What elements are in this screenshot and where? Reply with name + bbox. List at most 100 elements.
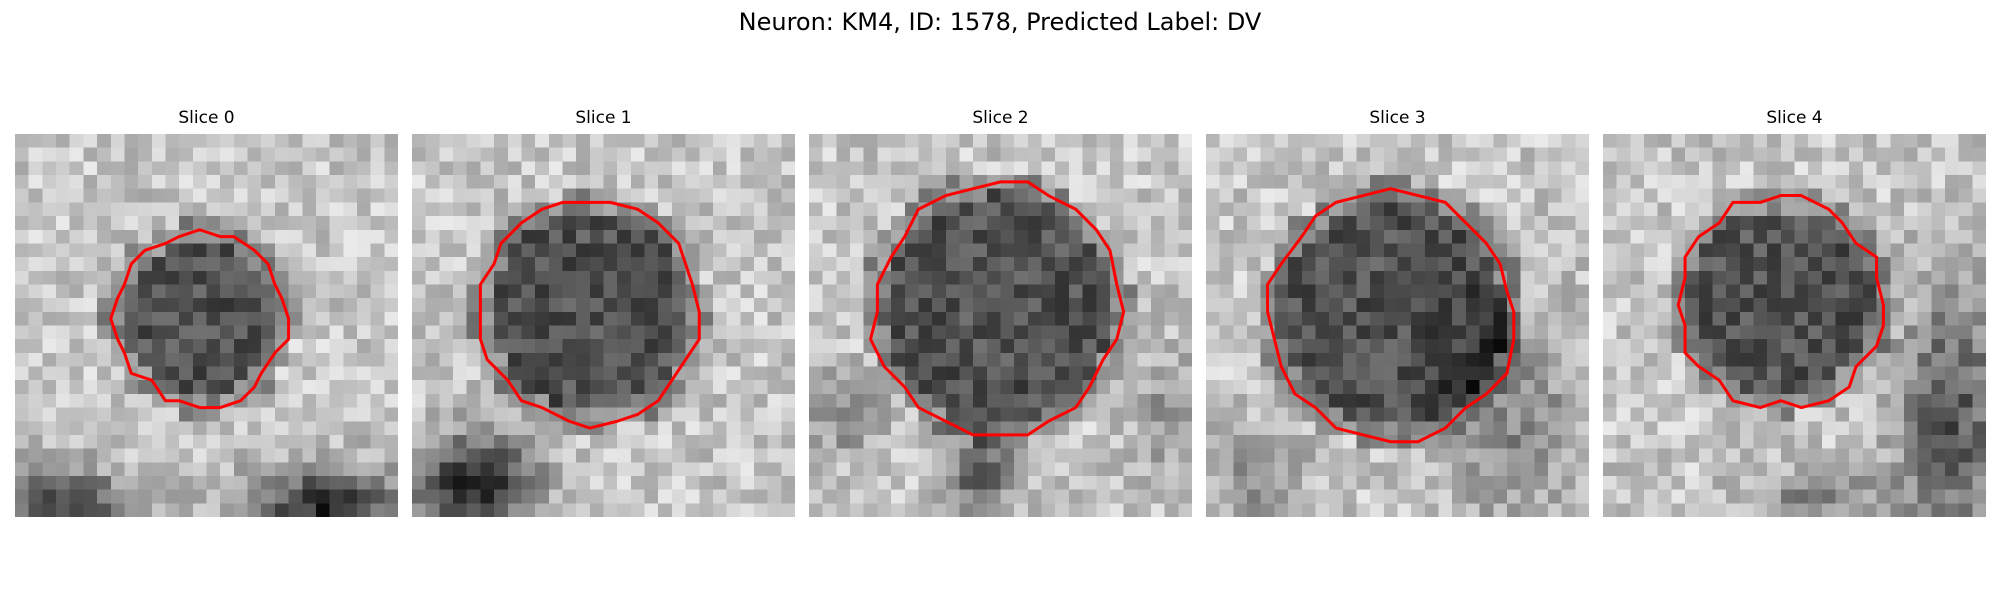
pixel [1465,489,1480,504]
pixel [1630,311,1645,326]
pixel [836,489,851,504]
pixel [15,311,29,326]
pixel [1753,147,1768,162]
pixel [1712,229,1727,244]
pixel [1260,243,1275,258]
pixel [1835,366,1850,381]
pixel [1014,352,1029,367]
pixel [1178,311,1192,326]
pixel [412,311,426,326]
pixel [699,284,714,299]
pixel [206,407,221,422]
pixel [1356,147,1371,162]
pixel [1082,257,1097,272]
pixel [274,503,289,517]
pixel [712,298,727,313]
pixel [1808,366,1823,381]
pixel [480,380,495,395]
pixel [1465,243,1480,258]
pixel [1356,366,1371,381]
pixel [1671,434,1686,449]
pixel [1356,298,1371,313]
pixel [1438,257,1453,272]
pixel [1821,257,1836,272]
pixel [809,489,823,504]
pixel [1055,325,1070,340]
pixel [1465,366,1480,381]
pixel [453,380,467,395]
pixel [1055,475,1070,490]
pixel [589,352,604,367]
pixel [576,366,591,381]
pixel [1685,134,1700,148]
pixel [425,380,440,395]
pixel [1000,161,1015,176]
pixel [1547,175,1562,189]
pixel [548,325,563,340]
pixel [1452,134,1467,148]
pixel [617,161,632,176]
pixel [453,270,467,285]
pixel [1000,366,1015,381]
pixel [151,229,166,244]
pixel [1247,243,1261,258]
pixel [315,202,330,217]
pixel [151,175,166,189]
pixel [1329,407,1344,422]
pixel [1465,421,1480,436]
pixel [83,134,98,148]
pixel [1726,134,1741,148]
pixel [986,434,1001,449]
pixel [1137,257,1152,272]
pixel [740,202,755,217]
pixel [699,257,714,272]
pixel [809,298,823,313]
pixel [1370,421,1385,436]
pixel [466,407,481,422]
pixel [603,134,618,148]
pixel [1876,229,1891,244]
pixel [302,147,317,162]
pixel [1027,311,1042,326]
pixel [179,421,194,436]
pixel [288,257,303,272]
pixel [1178,147,1192,162]
pixel [1944,503,1959,517]
pixel [1862,393,1877,408]
pixel [685,380,700,395]
pixel [261,325,276,340]
pixel [1315,134,1330,148]
pixel [850,380,864,395]
pixel [1342,147,1357,162]
pixel [1411,270,1426,285]
pixel [1547,380,1562,395]
pixel [1164,352,1179,367]
pixel [1288,284,1303,299]
pixel [453,325,467,340]
pixel [809,216,823,231]
pixel [850,257,864,272]
pixel [630,448,645,463]
pixel [1137,407,1152,422]
pixel [83,284,98,299]
pixel [685,243,700,258]
pixel [1137,134,1152,148]
pixel [753,243,768,258]
pixel [1219,202,1234,217]
pixel [1479,503,1494,517]
pixel [1233,325,1248,340]
pixel [1150,257,1165,272]
pixel [685,161,700,176]
pixel [699,188,714,203]
pixel [1712,134,1727,148]
pixel [1247,421,1261,436]
pixel [261,421,276,436]
pixel [124,325,139,340]
pixel [1944,175,1959,189]
pixel [1027,503,1042,517]
pixel [1027,229,1042,244]
pixel [151,325,166,340]
pixel [1808,434,1823,449]
pixel [466,325,481,340]
pixel [165,175,180,189]
